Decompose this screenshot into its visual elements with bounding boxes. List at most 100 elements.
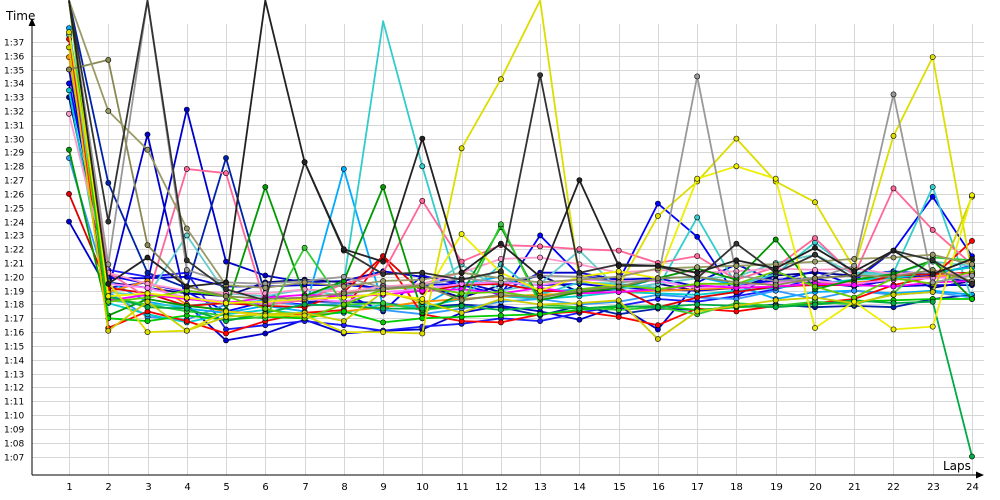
data-point bbox=[812, 199, 818, 206]
x-tick-label: 15 bbox=[613, 482, 626, 493]
y-tick-label: 1:22 bbox=[4, 246, 24, 256]
x-tick-label: 8 bbox=[341, 482, 347, 493]
data-point bbox=[340, 273, 347, 280]
data-point bbox=[497, 221, 504, 228]
series-28 bbox=[68, 0, 975, 291]
data-point bbox=[537, 318, 543, 324]
data-point bbox=[105, 179, 112, 186]
data-point bbox=[419, 197, 426, 204]
data-point bbox=[66, 190, 72, 197]
data-point bbox=[576, 269, 583, 276]
data-point bbox=[66, 29, 72, 36]
data-point bbox=[144, 131, 151, 138]
data-point bbox=[890, 185, 897, 192]
data-point bbox=[615, 283, 622, 290]
data-point bbox=[537, 294, 543, 301]
data-point bbox=[890, 291, 897, 298]
data-point bbox=[537, 301, 543, 308]
x-tick-label: 24 bbox=[966, 482, 979, 493]
x-tick-label: 13 bbox=[534, 482, 547, 493]
x-tick-label: 12 bbox=[495, 482, 508, 493]
data-point bbox=[694, 294, 701, 301]
series-line bbox=[68, 0, 973, 289]
y-tick-label: 1:34 bbox=[4, 80, 24, 90]
data-point bbox=[576, 177, 583, 183]
data-point bbox=[144, 284, 151, 291]
data-point bbox=[537, 72, 543, 78]
data-point bbox=[66, 80, 72, 87]
data-point bbox=[380, 300, 386, 306]
data-point bbox=[890, 254, 897, 261]
data-point bbox=[890, 283, 897, 290]
series-line bbox=[68, 0, 973, 306]
data-point bbox=[458, 297, 465, 304]
x-tick-label: 16 bbox=[652, 482, 665, 493]
data-point bbox=[105, 298, 112, 305]
y-tick-label: 1:23 bbox=[4, 232, 24, 242]
x-tick-label: 1 bbox=[66, 482, 72, 493]
data-point bbox=[144, 329, 151, 335]
data-point bbox=[340, 308, 347, 315]
y-tick-label: 1:27 bbox=[4, 177, 24, 187]
data-point bbox=[144, 304, 151, 311]
data-point bbox=[340, 166, 347, 172]
data-point bbox=[851, 287, 858, 294]
series-line bbox=[68, 59, 973, 302]
data-point bbox=[812, 235, 818, 241]
data-point bbox=[183, 225, 190, 232]
y-tick-label: 1:12 bbox=[4, 384, 24, 394]
data-point bbox=[733, 163, 740, 170]
data-point bbox=[537, 232, 543, 239]
x-tick-label: 17 bbox=[691, 482, 704, 493]
data-point bbox=[66, 110, 72, 117]
data-point bbox=[537, 287, 543, 294]
data-point bbox=[340, 329, 347, 335]
data-point bbox=[851, 255, 858, 262]
data-point bbox=[301, 301, 308, 308]
y-tick-label: 1:13 bbox=[4, 371, 24, 381]
data-point bbox=[497, 76, 504, 83]
data-point bbox=[812, 325, 818, 331]
x-axis-arrow bbox=[976, 471, 984, 479]
data-point bbox=[262, 272, 269, 279]
data-point bbox=[615, 302, 622, 309]
y-axis-arrow bbox=[28, 18, 36, 26]
data-point bbox=[183, 166, 190, 172]
data-point bbox=[144, 298, 151, 305]
data-point bbox=[537, 254, 543, 261]
data-point bbox=[183, 283, 190, 290]
data-point bbox=[890, 132, 897, 139]
data-point bbox=[694, 175, 701, 182]
data-point bbox=[419, 135, 426, 142]
data-point bbox=[223, 155, 229, 161]
data-point bbox=[929, 298, 936, 305]
data-point bbox=[66, 146, 72, 153]
series-12 bbox=[66, 87, 975, 326]
data-point bbox=[576, 305, 583, 312]
data-point bbox=[851, 262, 858, 269]
data-point bbox=[851, 282, 858, 288]
data-point bbox=[576, 287, 583, 294]
data-point bbox=[340, 283, 347, 290]
data-point bbox=[419, 276, 426, 283]
y-tick-label: 1:30 bbox=[4, 136, 24, 146]
data-point bbox=[458, 269, 465, 276]
x-tick-label: 14 bbox=[573, 482, 586, 493]
data-point bbox=[812, 275, 818, 282]
data-point bbox=[144, 318, 151, 324]
data-point bbox=[929, 54, 936, 60]
data-point bbox=[223, 330, 229, 337]
data-point bbox=[66, 66, 72, 73]
y-tick-label: 1:17 bbox=[4, 315, 24, 325]
x-tick-label: 20 bbox=[809, 482, 822, 493]
x-tick-label: 2 bbox=[105, 482, 111, 493]
data-point bbox=[458, 302, 465, 309]
data-point bbox=[183, 294, 190, 301]
data-point bbox=[812, 258, 818, 265]
series-32 bbox=[68, 0, 975, 290]
y-tick-label: 1:15 bbox=[4, 343, 24, 353]
data-point bbox=[929, 279, 936, 286]
data-point bbox=[497, 319, 504, 326]
series-line bbox=[68, 0, 973, 335]
data-point bbox=[851, 298, 858, 305]
